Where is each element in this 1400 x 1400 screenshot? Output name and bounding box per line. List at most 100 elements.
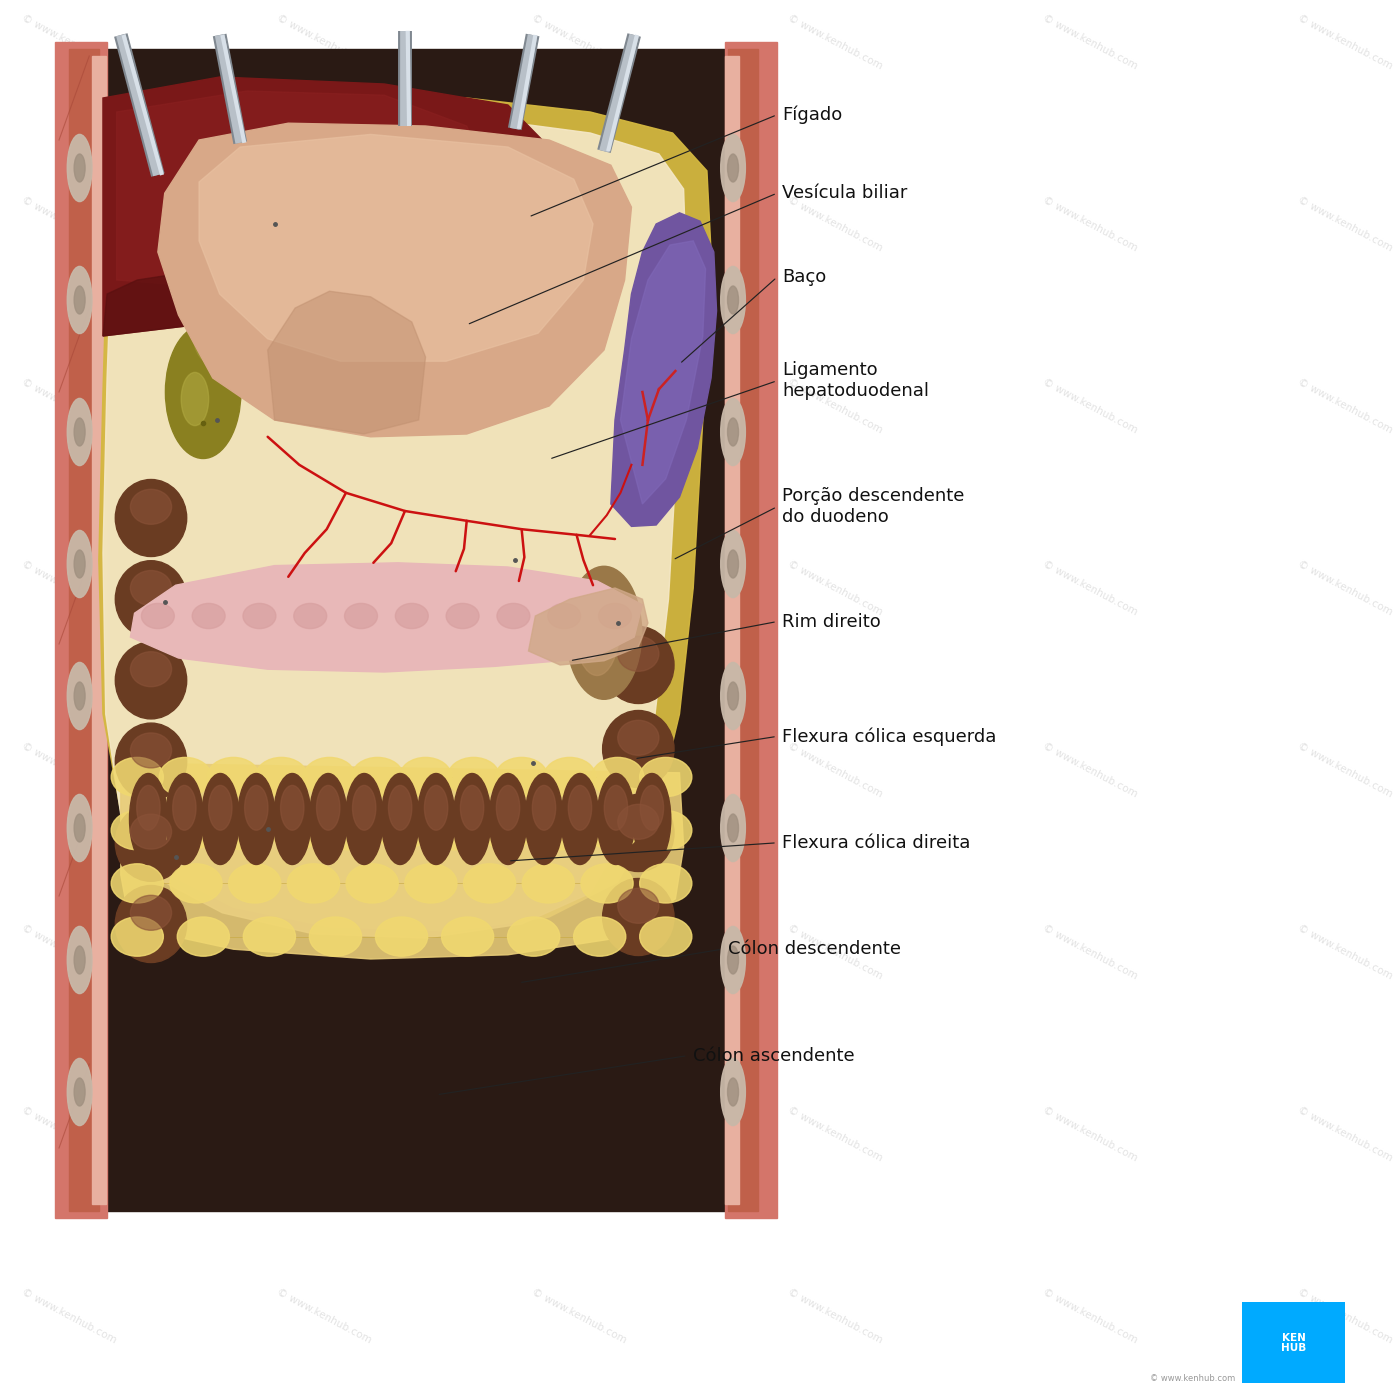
Ellipse shape (375, 811, 427, 850)
Ellipse shape (532, 785, 556, 830)
FancyBboxPatch shape (1242, 1302, 1345, 1383)
Text: © www.kenhub.com: © www.kenhub.com (1042, 377, 1140, 435)
Text: © www.kenhub.com: © www.kenhub.com (1296, 1287, 1394, 1345)
Ellipse shape (640, 917, 692, 956)
Text: © www.kenhub.com: © www.kenhub.com (1296, 741, 1394, 799)
Ellipse shape (574, 917, 626, 956)
Ellipse shape (67, 927, 92, 994)
Ellipse shape (130, 734, 172, 767)
Text: © www.kenhub.com: © www.kenhub.com (1042, 1287, 1140, 1345)
Text: © www.kenhub.com: © www.kenhub.com (1042, 1105, 1140, 1163)
Polygon shape (610, 213, 717, 526)
Ellipse shape (441, 917, 494, 956)
Ellipse shape (115, 804, 186, 882)
Ellipse shape (728, 286, 739, 314)
Ellipse shape (633, 773, 671, 864)
Ellipse shape (497, 785, 519, 830)
Ellipse shape (130, 813, 172, 848)
Text: © www.kenhub.com: © www.kenhub.com (20, 741, 118, 799)
Text: © www.kenhub.com: © www.kenhub.com (531, 741, 629, 799)
Text: © www.kenhub.com: © www.kenhub.com (531, 377, 629, 435)
Ellipse shape (463, 864, 515, 903)
Ellipse shape (533, 811, 587, 850)
Text: © www.kenhub.com: © www.kenhub.com (785, 195, 883, 253)
Text: © www.kenhub.com: © www.kenhub.com (1296, 377, 1394, 435)
Text: © www.kenhub.com: © www.kenhub.com (1042, 923, 1140, 981)
Ellipse shape (309, 773, 347, 864)
Text: © www.kenhub.com: © www.kenhub.com (785, 1105, 883, 1163)
Text: Ligamento
hepatoduodenal: Ligamento hepatoduodenal (783, 361, 930, 400)
Ellipse shape (130, 773, 167, 864)
Ellipse shape (115, 886, 186, 963)
Text: © www.kenhub.com: © www.kenhub.com (531, 13, 629, 71)
Ellipse shape (496, 757, 547, 797)
Text: © www.kenhub.com: © www.kenhub.com (531, 1105, 629, 1163)
Bar (725, 56, 739, 1204)
Text: © www.kenhub.com: © www.kenhub.com (785, 559, 883, 617)
Ellipse shape (599, 603, 631, 629)
Bar (92, 56, 105, 1204)
Ellipse shape (115, 479, 186, 556)
Ellipse shape (728, 682, 739, 710)
Ellipse shape (721, 531, 745, 598)
Ellipse shape (192, 603, 225, 629)
Ellipse shape (721, 794, 745, 861)
Ellipse shape (728, 550, 739, 578)
Ellipse shape (454, 773, 491, 864)
Ellipse shape (202, 773, 239, 864)
Ellipse shape (160, 757, 211, 797)
Ellipse shape (489, 773, 526, 864)
Ellipse shape (245, 785, 267, 830)
Text: © www.kenhub.com: © www.kenhub.com (531, 559, 629, 617)
Ellipse shape (344, 603, 378, 629)
Ellipse shape (497, 603, 529, 629)
Ellipse shape (165, 773, 203, 864)
Bar (69, 49, 99, 1211)
Ellipse shape (721, 399, 745, 466)
Text: © www.kenhub.com: © www.kenhub.com (1042, 741, 1140, 799)
Ellipse shape (137, 785, 160, 830)
Text: © www.kenhub.com: © www.kenhub.com (785, 377, 883, 435)
Bar (76, 49, 755, 1211)
Ellipse shape (566, 566, 641, 700)
Text: © www.kenhub.com: © www.kenhub.com (531, 195, 629, 253)
Ellipse shape (353, 785, 375, 830)
Bar (725, 42, 777, 1218)
Ellipse shape (111, 917, 164, 956)
Ellipse shape (309, 917, 361, 956)
Ellipse shape (255, 757, 308, 797)
Polygon shape (158, 123, 631, 437)
Ellipse shape (561, 773, 599, 864)
Text: © www.kenhub.com: © www.kenhub.com (1042, 13, 1140, 71)
Text: © www.kenhub.com: © www.kenhub.com (20, 559, 118, 617)
Ellipse shape (228, 864, 281, 903)
Text: © www.kenhub.com: © www.kenhub.com (785, 741, 883, 799)
Ellipse shape (322, 811, 375, 850)
Text: © www.kenhub.com: © www.kenhub.com (274, 741, 372, 799)
Ellipse shape (417, 773, 455, 864)
Text: © www.kenhub.com: © www.kenhub.com (274, 195, 372, 253)
Ellipse shape (316, 785, 340, 830)
Ellipse shape (428, 811, 480, 850)
Ellipse shape (67, 794, 92, 861)
Ellipse shape (181, 372, 209, 426)
Ellipse shape (596, 773, 634, 864)
Ellipse shape (602, 627, 673, 704)
Ellipse shape (115, 560, 186, 637)
Ellipse shape (461, 785, 484, 830)
Ellipse shape (640, 785, 664, 830)
Text: Baço: Baço (783, 269, 827, 286)
Ellipse shape (721, 266, 745, 333)
Ellipse shape (74, 682, 85, 710)
Ellipse shape (193, 308, 232, 364)
Ellipse shape (172, 785, 196, 830)
Ellipse shape (424, 785, 448, 830)
Ellipse shape (547, 603, 581, 629)
Ellipse shape (67, 531, 92, 598)
Text: Fígado: Fígado (783, 105, 843, 125)
Ellipse shape (111, 811, 164, 850)
Ellipse shape (543, 757, 596, 797)
Ellipse shape (209, 785, 232, 830)
Ellipse shape (728, 154, 739, 182)
Polygon shape (199, 134, 594, 361)
